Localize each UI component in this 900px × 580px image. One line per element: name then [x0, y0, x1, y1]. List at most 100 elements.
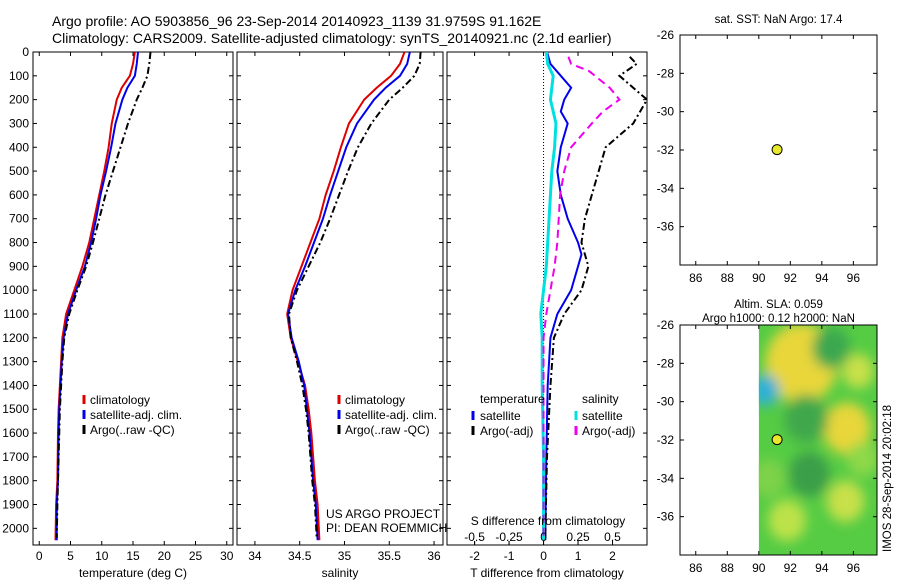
y-tick-label: 200 — [9, 93, 29, 107]
y-tick-label: 1500 — [2, 402, 29, 416]
x-axis-label: T difference from climatology — [470, 566, 624, 580]
legend-label: climatology — [90, 393, 150, 407]
heatmap-blob — [812, 327, 851, 369]
x-tick-label: 35 — [338, 549, 352, 563]
panel-frame — [32, 51, 234, 546]
panel-frame — [446, 51, 648, 546]
secondary-x-tick-label: -0.5 — [464, 530, 485, 544]
header-subtitle: Climatology: CARS2009. Satellite-adjuste… — [52, 30, 612, 46]
x-tick-label: 2 — [609, 549, 616, 563]
series-line-t-argo-adj- — [544, 56, 647, 538]
y-tick-label: 400 — [9, 140, 29, 154]
argo-float-marker — [771, 144, 783, 156]
y-tick-label: 700 — [9, 212, 29, 226]
x-tick-label: 35.5 — [378, 549, 402, 563]
x-tick-label: 5 — [67, 549, 74, 563]
x-tick-label: -1 — [504, 549, 515, 563]
x-tick-label: 10 — [95, 549, 109, 563]
y-tick-label: 900 — [9, 259, 29, 273]
legend-title: salinity — [582, 392, 619, 406]
heatmap-blob — [826, 480, 865, 523]
x-tick-label: 86 — [689, 271, 703, 285]
x-tick-label: 94 — [815, 561, 829, 575]
heatmap-field — [758, 325, 877, 555]
x-tick-label: 88 — [721, 561, 735, 575]
series-line-climatology — [286, 52, 406, 541]
x-tick-label: 92 — [784, 561, 798, 575]
footer-text: PI: DEAN ROEMMICH — [326, 521, 447, 535]
x-tick-label: 15 — [126, 549, 140, 563]
legend-label: satellite — [582, 409, 623, 423]
y-tick-label: -30 — [657, 395, 675, 409]
heatmap-blob — [847, 441, 877, 477]
x-tick-label: 20 — [158, 549, 172, 563]
x-tick-label: 30 — [220, 549, 234, 563]
x-tick-label: 34 — [248, 549, 262, 563]
series-line-t-satellite — [544, 52, 583, 541]
x-tick-label: 1 — [575, 549, 582, 563]
x-tick-label: 90 — [752, 271, 766, 285]
y-tick-label: -34 — [657, 181, 675, 195]
heatmap-blob — [784, 394, 829, 444]
y-tick-label: -36 — [657, 220, 675, 234]
y-tick-label: 2000 — [2, 521, 29, 535]
y-tick-label: 1400 — [2, 378, 29, 392]
x-tick-label: 96 — [847, 561, 861, 575]
x-axis-label: temperature (deg C) — [79, 566, 187, 580]
secondary-axis-label: S difference from climatology — [471, 514, 626, 528]
y-tick-label: 1700 — [2, 450, 29, 464]
y-tick-label: 1900 — [2, 498, 29, 512]
heatmap-blob — [758, 459, 786, 498]
panel-sla_map: 86 88 90 92 94 96 -26 -28 -30 -32 -34 -36 Altim. SLA… — [657, 299, 878, 575]
series-line-satellite-adj-clim- — [55, 52, 139, 541]
x-axis-label: salinity — [322, 566, 359, 580]
x-tick-label: 86 — [689, 561, 703, 575]
panel-differences: -2 -1 0 1 2 T difference from climatology temp… — [446, 51, 648, 580]
x-tick-label: 36 — [427, 549, 441, 563]
y-tick-label: -30 — [657, 105, 675, 119]
legend-label: Argo(-adj) — [480, 424, 533, 438]
y-tick-label: -32 — [657, 143, 675, 157]
y-tick-label: 600 — [9, 188, 29, 202]
legend-title: temperature — [480, 392, 545, 406]
x-tick-label: 0 — [540, 549, 547, 563]
x-tick-label: 25 — [189, 549, 203, 563]
x-tick-label: 88 — [721, 271, 735, 285]
x-tick-label: 34.5 — [288, 549, 312, 563]
y-tick-label: 300 — [9, 116, 29, 130]
heatmap-blob — [788, 451, 830, 498]
x-tick-label: 0 — [36, 549, 43, 563]
x-tick-label: 92 — [784, 271, 798, 285]
series-line-s-argo-adj- — [542, 56, 621, 538]
secondary-x-tick-label: 0.25 — [566, 530, 590, 544]
series-line-s-satellite — [539, 52, 558, 541]
legend-label: satellite — [480, 409, 521, 423]
x-tick-label: 96 — [847, 271, 861, 285]
x-tick-label: 90 — [752, 561, 766, 575]
y-tick-label: 0 — [22, 45, 29, 59]
y-tick-label: -28 — [657, 66, 675, 80]
heatmap-blob — [823, 402, 871, 455]
secondary-x-tick-label: 0 — [540, 530, 547, 544]
series-line-argo-raw-qc- — [55, 52, 152, 538]
y-tick-label: -28 — [657, 356, 675, 370]
map-title: sat. SST: NaN Argo: 17.4 — [715, 14, 843, 26]
header-title: Argo profile: AO 5903856_96 23-Sep-2014 … — [52, 13, 541, 29]
y-tick-label: 500 — [9, 164, 29, 178]
y-tick-label: 1100 — [3, 307, 29, 321]
series-line-argo-raw-qc- — [287, 52, 422, 538]
heatmap-blobs — [758, 325, 877, 542]
argo-float-marker — [771, 434, 783, 446]
secondary-x-tick-label: -0.25 — [495, 530, 523, 544]
panel-sst_map: 86 88 90 92 94 96 -26 -28 -30 -32 -34 -36 sat. SST: … — [657, 14, 878, 285]
y-tick-label: -26 — [657, 318, 675, 332]
y-tick-label: 1800 — [2, 474, 29, 488]
side-timestamp: IMOS 28-Sep-2014 20:02:18 — [882, 405, 894, 552]
legend-label: climatology — [345, 393, 405, 407]
legend-label: Argo(-adj) — [582, 424, 635, 438]
y-tick-label: 800 — [9, 236, 29, 250]
legend-label: satellite-adj. clim. — [345, 408, 437, 422]
y-tick-label: -26 — [657, 28, 675, 42]
footer-text: US ARGO PROJECT — [326, 507, 441, 521]
